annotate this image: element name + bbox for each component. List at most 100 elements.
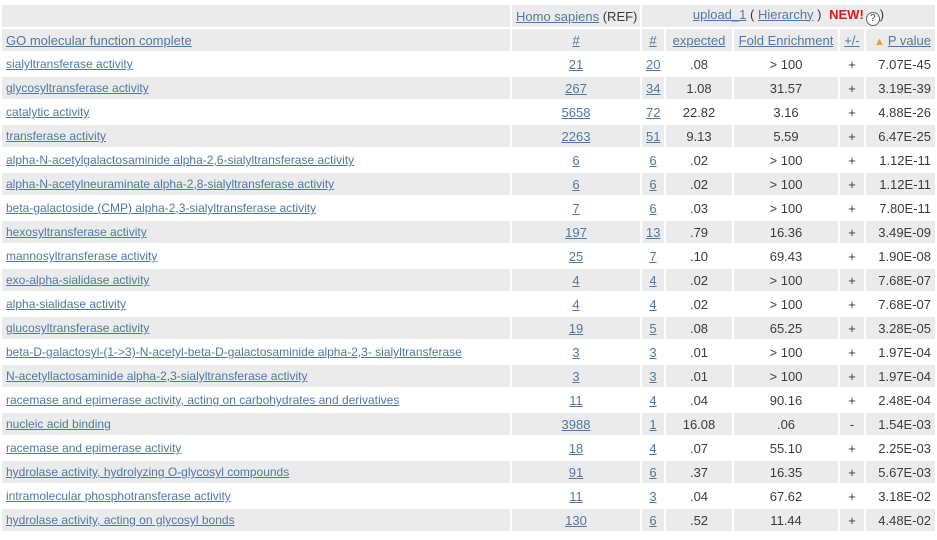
go-term-link[interactable]: exo-alpha-sialidase activity <box>6 273 150 287</box>
upload-count-link[interactable]: 6 <box>649 200 657 216</box>
ref-count-link[interactable]: 11 <box>569 392 583 408</box>
ref-count-cell: 6 <box>512 149 640 171</box>
ref-count-link[interactable]: 11 <box>569 488 583 504</box>
col-header-upload-count-cell: # <box>642 29 664 51</box>
go-term-cell: hexosyltransferase activity <box>2 221 510 243</box>
ref-count-link[interactable]: 91 <box>568 464 584 480</box>
upload-count-link[interactable]: 3 <box>649 368 657 384</box>
fold-enrichment-value: 16.35 <box>734 461 838 483</box>
go-term-link[interactable]: glucosyltransferase activity <box>6 321 150 335</box>
ref-count-link[interactable]: 6 <box>572 152 580 168</box>
upload-count-link[interactable]: 4 <box>649 440 657 456</box>
ref-count-cell: 197 <box>512 221 640 243</box>
col-header-fold-enrichment-link[interactable]: Fold Enrichment <box>738 32 834 48</box>
upload-count-cell: 4 <box>642 389 664 411</box>
upload-count-link[interactable]: 4 <box>649 392 657 408</box>
hierarchy-link[interactable]: Hierarchy <box>757 6 814 22</box>
upload-count-link[interactable]: 6 <box>649 176 657 192</box>
col-header-pvalue-link[interactable]: P value <box>887 32 932 48</box>
col-header-direction-cell: +/- <box>840 29 864 51</box>
go-term-link[interactable]: hydrolase activity, acting on glycosyl b… <box>6 513 235 527</box>
go-term-link[interactable]: racemase and epimerase activity <box>6 441 182 455</box>
col-header-expected-link[interactable]: expected <box>672 32 726 48</box>
upload-count-link[interactable]: 3 <box>649 488 657 504</box>
header-ref-group-cell: Homo sapiens (REF) <box>512 5 640 27</box>
fold-enrichment-value: 67.62 <box>734 485 838 507</box>
ref-count-link[interactable]: 197 <box>565 224 587 240</box>
col-header-direction-link[interactable]: +/- <box>844 32 860 48</box>
upload-count-link[interactable]: 4 <box>649 296 657 312</box>
go-term-link[interactable]: beta-D-galactosyl-(1->3)-N-acetyl-beta-D… <box>6 345 462 359</box>
go-term-link[interactable]: mannosyltransferase activity <box>6 249 158 263</box>
upload-count-link[interactable]: 7 <box>649 248 657 264</box>
ref-count-link[interactable]: 25 <box>568 248 584 264</box>
upload-list-link[interactable]: upload_1 <box>692 6 747 22</box>
upload-count-link[interactable]: 72 <box>646 104 661 120</box>
expected-value: .04 <box>666 485 732 507</box>
p-value: 3.49E-09 <box>866 221 936 243</box>
help-icon[interactable]: ? <box>865 11 880 26</box>
upload-count-cell: 3 <box>642 341 664 363</box>
ref-count-link[interactable]: 4 <box>572 296 580 312</box>
upload-count-link[interactable]: 6 <box>649 512 657 528</box>
ref-count-link[interactable]: 5658 <box>561 104 591 120</box>
upload-count-link[interactable]: 5 <box>649 320 657 336</box>
ref-count-cell: 3 <box>512 365 640 387</box>
upload-count-link[interactable]: 51 <box>646 128 661 144</box>
go-term-link[interactable]: alpha-sialidase activity <box>6 297 127 311</box>
ref-count-link[interactable]: 18 <box>568 440 584 456</box>
fold-enrichment-value: 3.16 <box>734 101 838 123</box>
ref-count-link[interactable]: 7 <box>572 200 580 216</box>
upload-count-link[interactable]: 34 <box>646 80 661 96</box>
upload-count-cell: 3 <box>642 485 664 507</box>
go-term-cell: alpha-N-acetylgalactosaminide alpha-2,6-… <box>2 149 510 171</box>
direction-value: + <box>840 173 864 195</box>
go-term-link[interactable]: hexosyltransferase activity <box>6 225 147 239</box>
ref-count-link[interactable]: 19 <box>568 320 584 336</box>
col-header-ref-count-link[interactable]: # <box>572 32 580 48</box>
expected-value: .37 <box>666 461 732 483</box>
ref-count-link[interactable]: 3988 <box>561 416 591 432</box>
expected-value: .08 <box>666 53 732 75</box>
go-term-link[interactable]: alpha-N-acetylneuraminate alpha-2,8-sial… <box>6 177 335 191</box>
p-value: 3.18E-02 <box>866 485 936 507</box>
upload-count-link[interactable]: 20 <box>646 56 661 72</box>
col-header-ref-count-cell: # <box>512 29 640 51</box>
ref-count-cell: 3988 <box>512 413 640 435</box>
col-header-fold-enrichment-cell: Fold Enrichment <box>734 29 838 51</box>
ref-count-link[interactable]: 4 <box>572 272 580 288</box>
go-term-link[interactable]: racemase and epimerase activity, acting … <box>6 393 400 407</box>
ref-count-link[interactable]: 267 <box>565 80 587 96</box>
col-header-term-link[interactable]: GO molecular function complete <box>6 32 192 48</box>
go-term-link[interactable]: transferase activity <box>6 129 107 143</box>
upload-count-link[interactable]: 6 <box>649 464 657 480</box>
table-row: mannosyltransferase activity 25 7 .10 69… <box>2 245 936 267</box>
go-term-link[interactable]: catalytic activity <box>6 105 90 119</box>
fold-enrichment-value: 31.57 <box>734 77 838 99</box>
ref-count-link[interactable]: 3 <box>572 368 580 384</box>
upload-count-link[interactable]: 1 <box>649 416 657 432</box>
col-header-upload-count-link[interactable]: # <box>649 32 657 48</box>
ref-count-link[interactable]: 21 <box>568 56 584 72</box>
go-term-link[interactable]: beta-galactoside (CMP) alpha-2,3-sialylt… <box>6 201 317 215</box>
upload-count-link[interactable]: 4 <box>649 272 657 288</box>
ref-species-link[interactable]: Homo sapiens <box>516 8 600 24</box>
ref-count-link[interactable]: 2263 <box>561 128 591 144</box>
go-term-link[interactable]: hydrolase activity, hydrolyzing O-glycos… <box>6 465 290 479</box>
go-term-link[interactable]: nucleic acid binding <box>6 417 111 431</box>
go-term-cell: racemase and epimerase activity, acting … <box>2 389 510 411</box>
go-term-link[interactable]: intramolecular phosphotransferase activi… <box>6 489 231 503</box>
ref-count-link[interactable]: 6 <box>572 176 580 192</box>
direction-value: + <box>840 461 864 483</box>
go-term-link[interactable]: sialyltransferase activity <box>6 57 133 71</box>
ref-count-link[interactable]: 3 <box>572 344 580 360</box>
go-term-link[interactable]: alpha-N-acetylgalactosaminide alpha-2,6-… <box>6 153 355 167</box>
upload-count-link[interactable]: 13 <box>646 224 661 240</box>
upload-count-link[interactable]: 6 <box>649 152 657 168</box>
table-row: hydrolase activity, hydrolyzing O-glycos… <box>2 461 936 483</box>
upload-count-link[interactable]: 3 <box>649 344 657 360</box>
go-term-link[interactable]: glycosyltransferase activity <box>6 81 149 95</box>
go-term-link[interactable]: N-acetyllactosaminide alpha-2,3-sialyltr… <box>6 369 308 383</box>
ref-count-link[interactable]: 130 <box>565 512 587 528</box>
p-value: 3.19E-39 <box>866 77 936 99</box>
